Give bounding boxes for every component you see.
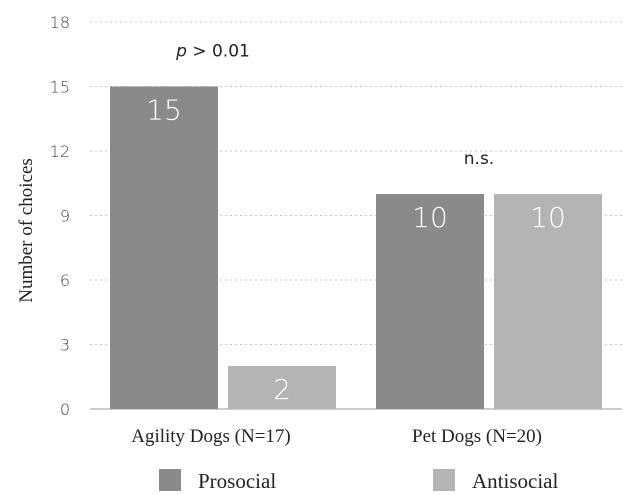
annotation-text: > 0.01 xyxy=(187,42,250,62)
bars: 15 2 10 10 xyxy=(110,86,602,409)
y-tick-label: 18 xyxy=(50,13,70,32)
y-tick-label: 3 xyxy=(60,336,70,355)
category-label: Agility Dogs (N=17) xyxy=(131,426,291,447)
bar-prosocial-1 xyxy=(376,194,484,409)
legend: Prosocial Antisocial xyxy=(159,469,558,493)
y-tick-label: 15 xyxy=(50,78,70,97)
significance-annotation: p > 0.01 xyxy=(175,42,250,62)
legend-swatch-antisocial xyxy=(433,469,455,491)
significance-annotation: n.s. xyxy=(464,149,494,169)
bar-data-label: 2 xyxy=(273,373,291,406)
category-labels: Agility Dogs (N=17) Pet Dogs (N=20) xyxy=(131,426,542,447)
y-axis-label: Number of choices xyxy=(16,158,37,303)
bar-prosocial-0 xyxy=(110,86,218,409)
bar-antisocial-0 xyxy=(228,366,336,409)
y-tick-label: 0 xyxy=(60,400,70,419)
p-symbol: p xyxy=(175,42,187,62)
category-label: Pet Dogs (N=20) xyxy=(412,426,542,447)
legend-swatch-prosocial xyxy=(159,469,181,491)
annotations: p > 0.01 n.s. xyxy=(175,42,494,170)
bar-antisocial-1 xyxy=(494,194,602,409)
legend-label-prosocial: Prosocial xyxy=(198,469,276,493)
y-tick-label: 12 xyxy=(50,142,70,161)
y-tick-label: 9 xyxy=(60,207,70,226)
y-tick-label: 6 xyxy=(60,271,70,290)
gridlines xyxy=(90,21,622,345)
bar-data-label: 10 xyxy=(530,201,566,234)
legend-label-antisocial: Antisocial xyxy=(472,469,558,493)
y-axis-ticks: 0 3 6 9 12 15 18 xyxy=(50,13,70,419)
annotation-text: n.s. xyxy=(464,149,494,169)
bar-data-label: 15 xyxy=(146,94,182,127)
bar-data-label: 10 xyxy=(412,201,448,234)
